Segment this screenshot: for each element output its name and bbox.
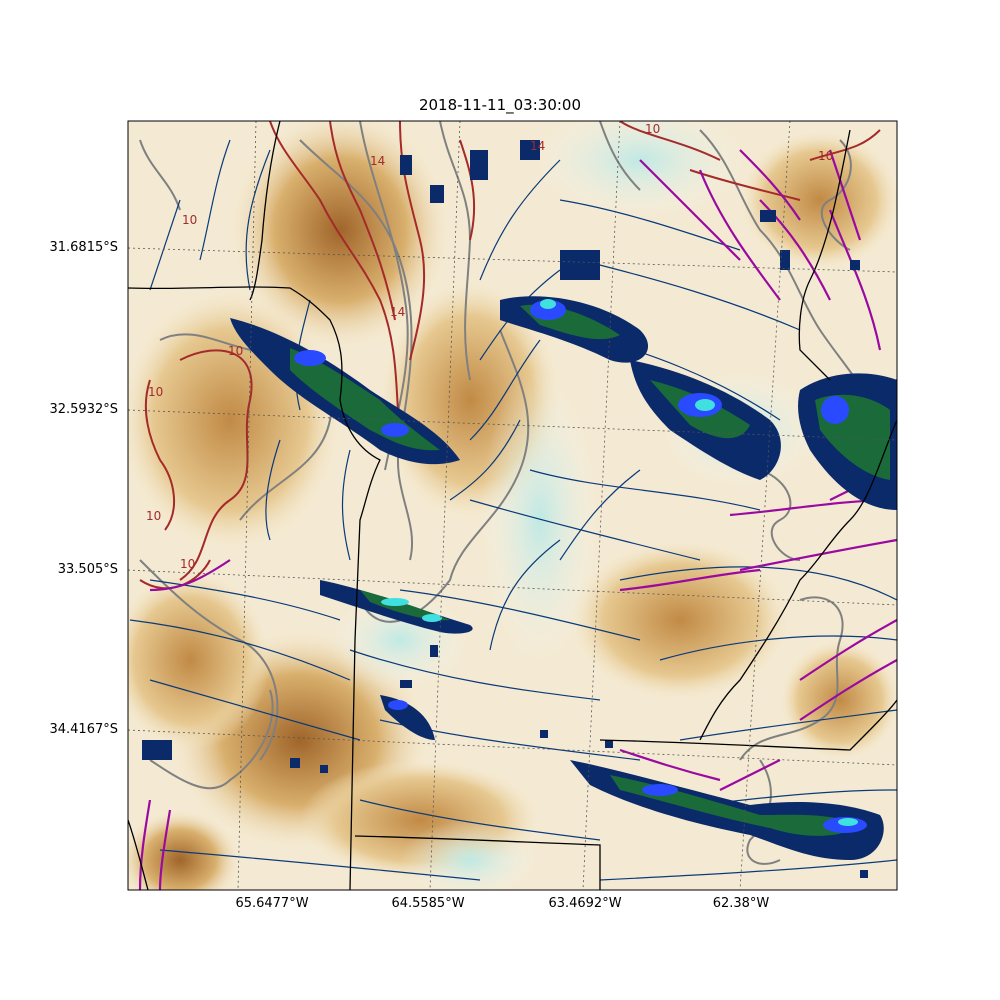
precip-band-1 — [230, 318, 460, 465]
contour-label: 10 — [146, 509, 161, 523]
contour-labels: 10 10 10 10 10 10 10 14 14 14 — [146, 122, 833, 571]
lat-label: 33.505°S — [57, 562, 118, 577]
contour-label: 10 — [180, 557, 195, 571]
contour-label: 10 — [818, 149, 833, 163]
precip-band-4 — [798, 373, 897, 510]
contour-label: 10 — [148, 385, 163, 399]
borders — [128, 121, 897, 890]
lat-label: 34.4167°S — [49, 722, 118, 737]
precip-band-5 — [320, 580, 473, 634]
plot-frame — [127, 120, 898, 891]
gridlines — [128, 121, 897, 890]
precip-band-2 — [500, 296, 649, 363]
contour-label: 14 — [390, 305, 405, 319]
precip-band-6 — [380, 695, 435, 740]
lat-label: 31.6815°S — [49, 240, 118, 255]
precip-band-7 — [570, 760, 884, 860]
map-title: 2018-11-11_03:30:00 — [418, 96, 582, 114]
lat-label: 32.5932°S — [49, 402, 118, 417]
contour-label: 10 — [182, 213, 197, 227]
precip-specks — [142, 140, 868, 878]
plot-area: 10 10 10 10 10 10 10 14 14 14 — [128, 121, 897, 890]
contour-label: 10 — [645, 122, 660, 136]
lon-label: 65.6477°W — [235, 896, 309, 911]
lon-label: 62.38°W — [712, 896, 770, 911]
contour-label: 14 — [370, 154, 385, 168]
precipitation — [142, 140, 897, 878]
precip-band-3 — [630, 360, 781, 480]
contour-label: 10 — [228, 344, 243, 358]
contour-label: 14 — [530, 139, 545, 153]
terrain-shading — [128, 121, 897, 890]
lon-label: 64.5585°W — [391, 896, 465, 911]
lon-label: 63.4692°W — [548, 896, 622, 911]
